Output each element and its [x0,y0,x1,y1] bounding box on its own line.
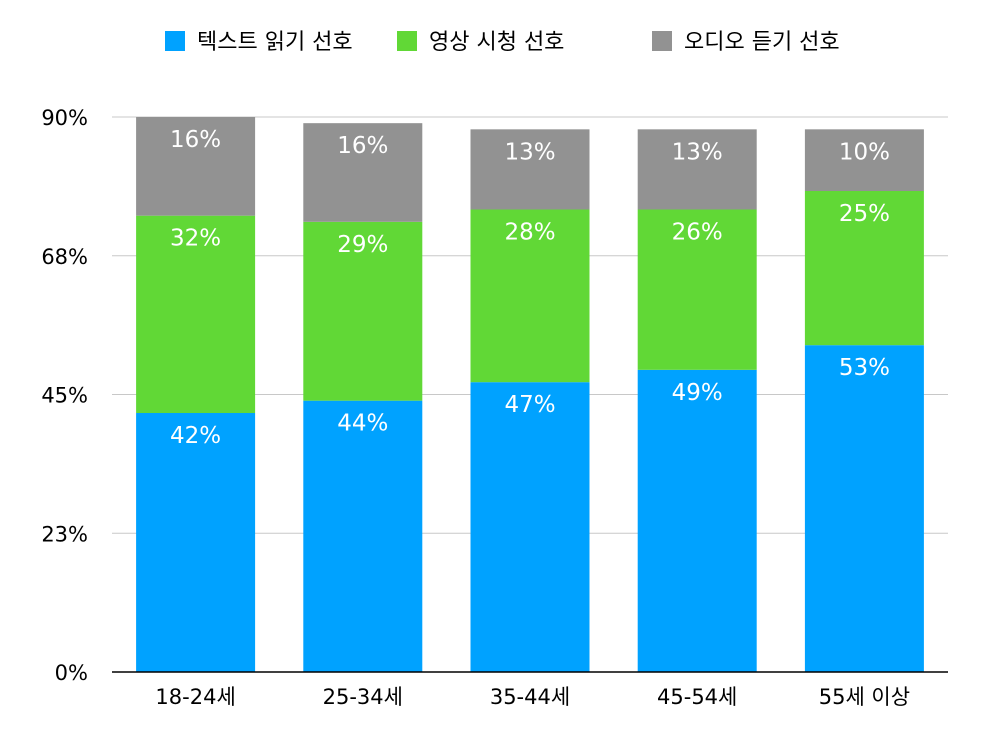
y-tick-label: 0% [55,661,88,685]
legend-item: 오디오 듣기 선호 [652,30,840,55]
y-tick-label: 90% [41,106,88,130]
data-label: 25% [839,201,890,227]
legend-item: 텍스트 읽기 선호 [165,30,353,55]
x-axis: 18-24세 25-34세 35-44세 45-54세 55세 이상 [112,671,948,709]
legend-item: 영상 시청 선호 [397,30,564,55]
bar-segment [136,117,256,216]
bars [136,117,924,672]
bar-segment [303,123,423,222]
x-tick-label: 25-34세 [323,685,403,709]
legend: 텍스트 읽기 선호 영상 시청 선호 오디오 듣기 선호 [165,30,840,55]
y-tick-label: 45% [41,384,88,408]
bar-segment [470,382,590,672]
legend-swatch [652,31,672,51]
bar-segment [470,209,590,383]
bar-segment [804,129,924,191]
data-label: 44% [337,411,388,437]
legend-swatch [397,31,417,51]
bar-segment [637,129,757,210]
bar-segment [136,215,256,413]
x-tick-label: 55세 이상 [819,685,910,709]
data-label: 13% [672,139,723,165]
data-label: 26% [672,220,723,246]
x-tick-label: 45-54세 [657,685,737,709]
legend-swatch [165,31,185,51]
data-label: 16% [170,127,221,153]
x-tick-label: 18-24세 [155,685,235,709]
bar-segment [637,209,757,370]
bar-segment [470,129,590,210]
bar-segment [303,221,423,401]
data-label: 32% [170,226,221,252]
data-label: 10% [839,139,890,165]
legend-label: 영상 시청 선호 [429,30,564,55]
bar-segment [136,413,256,672]
bar-segment [637,369,757,672]
data-label: 13% [504,139,555,165]
data-labels: 42% 32% 16% 44% 29% 16% 47% 28% 13% 49% 26% 13% 53% 2… [170,127,890,449]
data-label: 42% [170,423,221,449]
bar-segment [804,345,924,672]
bar-segment [303,400,423,672]
legend-label: 텍스트 읽기 선호 [197,30,353,55]
data-label: 53% [839,355,890,381]
bar-segment [804,191,924,346]
x-tick-label: 35-44세 [490,685,570,709]
y-tick-label: 68% [41,245,88,269]
data-label: 49% [672,380,723,406]
legend-label: 오디오 듣기 선호 [684,30,840,55]
data-label: 16% [337,133,388,159]
y-tick-label: 23% [41,522,88,546]
data-label: 28% [504,220,555,246]
data-label: 29% [337,232,388,258]
y-axis: 0% 23% 45% 68% 90% [41,106,88,685]
data-label: 47% [504,392,555,418]
